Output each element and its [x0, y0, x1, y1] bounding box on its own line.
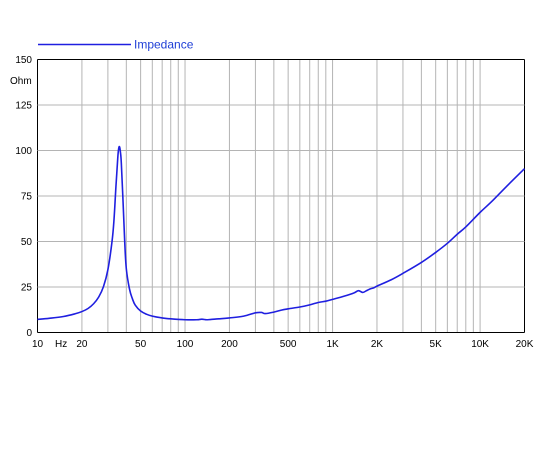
grid	[37, 59, 525, 333]
x-tick-label: 50	[135, 339, 147, 350]
y-axis-label: Ohm	[10, 76, 32, 87]
x-tick-label: 1K	[326, 339, 339, 350]
series-line-impedance	[37, 145, 526, 321]
x-tick-label: 10K	[471, 339, 489, 350]
y-tick-label: 0	[26, 328, 32, 339]
x-axis-unit-label: Hz	[55, 339, 67, 350]
x-tick-label: 5K	[430, 339, 443, 350]
x-tick-label: 20	[76, 339, 88, 350]
y-tick-label: 25	[21, 283, 33, 294]
x-tick-label: 500	[280, 339, 297, 350]
x-tick-label: 200	[221, 339, 238, 350]
x-tick-label: 2K	[371, 339, 384, 350]
y-tick-label: 50	[21, 237, 33, 248]
x-tick-label: 100	[177, 339, 194, 350]
y-tick-label: 150	[15, 55, 32, 66]
x-axis-ticks: 10 20 50 100 200 500 1K 2K 5K 10K 20K	[32, 339, 534, 350]
y-tick-label: 125	[15, 101, 32, 112]
legend-label-impedance: Impedance	[134, 38, 194, 52]
y-axis-ticks: 0 25 50 75 100 125 150	[15, 55, 32, 339]
y-tick-label: 100	[15, 146, 32, 157]
legend: Impedance	[38, 38, 194, 52]
x-tick-label: 20K	[516, 339, 534, 350]
x-tick-label: 10	[32, 339, 44, 350]
y-tick-label: 75	[21, 192, 33, 203]
series-group	[37, 145, 526, 321]
